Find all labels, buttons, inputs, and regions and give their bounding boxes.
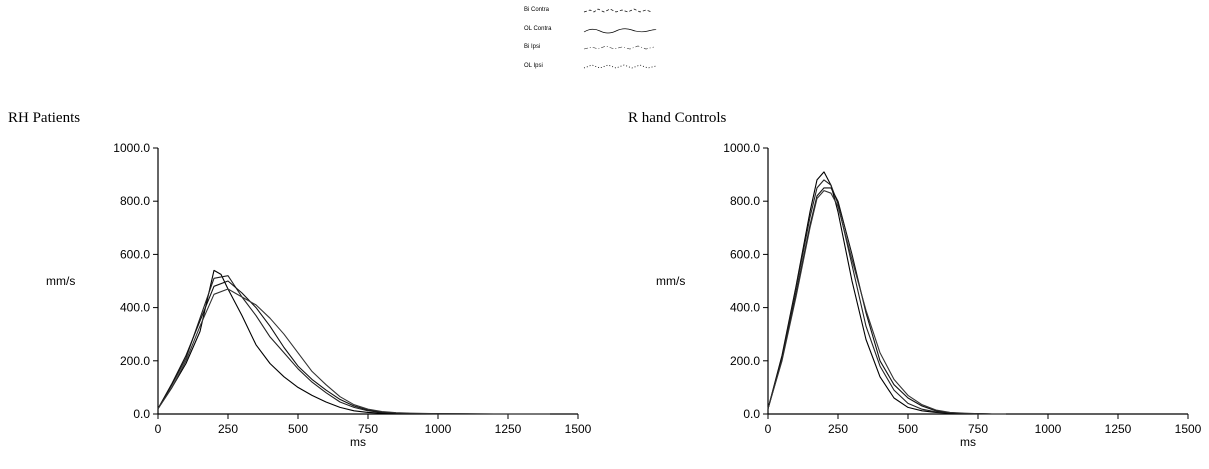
y-tick-label: 200.0 (730, 354, 760, 368)
series-line (157, 288, 550, 415)
x-tick-label: 0 (765, 422, 772, 436)
x-tick-label: 1500 (565, 422, 592, 436)
x-axis-label: ms (960, 435, 976, 449)
y-tick-label: 800.0 (120, 194, 150, 208)
legend-label: Bi Contra (524, 7, 550, 13)
chart-title: R hand Controls (628, 110, 727, 126)
series-line (767, 187, 1006, 415)
legend-swatch (583, 27, 657, 33)
legend-label: OL Ipsi (524, 62, 543, 69)
x-tick-label: 1000 (425, 422, 452, 436)
x-tick-label: 750 (968, 422, 988, 436)
x-tick-label: 250 (828, 422, 848, 436)
legend-label: OL Contra (524, 25, 552, 32)
y-tick-label: 0.0 (743, 407, 760, 421)
x-tick-label: 0 (155, 422, 162, 436)
y-tick-label: 400.0 (120, 301, 150, 315)
x-axis-label: ms (350, 435, 366, 449)
legend-label: Bi Ipsi (524, 44, 541, 50)
y-axis-label: mm/s (46, 274, 75, 288)
chart-title: RH Patients (8, 110, 81, 126)
y-axis-label: mm/s (656, 274, 685, 288)
legend-item: OL Contra (520, 23, 690, 42)
y-tick-label: 1000.0 (723, 141, 760, 155)
x-tick-label: 750 (358, 422, 378, 436)
y-tick-label: 400.0 (730, 301, 760, 315)
x-tick-label: 1250 (1105, 422, 1132, 436)
series-line (767, 190, 1006, 415)
legend-swatch (583, 45, 655, 50)
legend-item: Bi Ipsi (520, 41, 690, 60)
x-tick-label: 1500 (1175, 422, 1202, 436)
y-tick-label: 600.0 (730, 247, 760, 261)
x-tick-label: 500 (288, 422, 308, 436)
x-tick-label: 500 (898, 422, 918, 436)
y-tick-label: 200.0 (120, 354, 150, 368)
y-tick-label: 600.0 (120, 247, 150, 261)
legend-item: Bi Contra (520, 4, 690, 23)
y-tick-label: 0.0 (133, 407, 150, 421)
legend-swatch (583, 64, 657, 68)
legend-item: OL Ipsi (520, 60, 690, 79)
x-tick-label: 1250 (495, 422, 522, 436)
series-line (767, 179, 1006, 415)
legend-swatch (583, 8, 653, 13)
x-tick-label: 1000 (1035, 422, 1062, 436)
y-tick-label: 800.0 (730, 194, 760, 208)
legend: Bi Contra OL Contra Bi Ipsi OL Ipsi (520, 4, 690, 78)
y-tick-label: 1000.0 (113, 141, 150, 155)
x-tick-label: 250 (218, 422, 238, 436)
